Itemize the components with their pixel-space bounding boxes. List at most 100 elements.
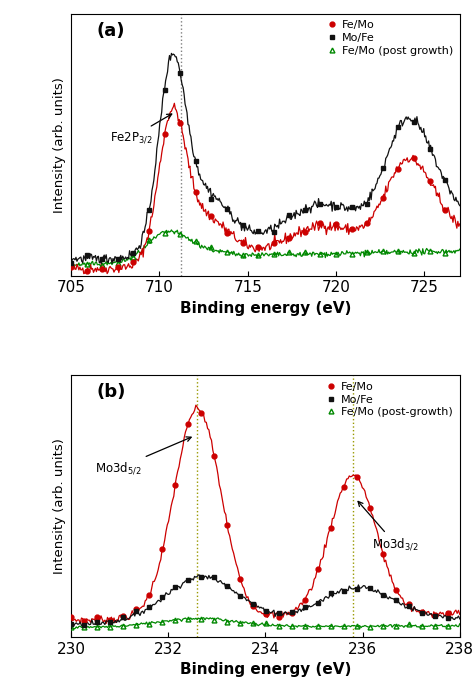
Mo/Fe	[193, 156, 199, 164]
Fe/Mo	[177, 119, 183, 127]
Fe/Mo (post-growth)	[432, 622, 438, 630]
Line: Fe/Mo: Fe/Mo	[69, 410, 450, 623]
Fe/Mo (post growth)	[100, 261, 105, 269]
Fe/Mo	[146, 227, 152, 235]
Fe/Mo	[224, 521, 230, 529]
Mo/Fe	[328, 589, 334, 597]
Fe/Mo (post growth)	[318, 250, 323, 258]
Fe/Mo	[240, 239, 246, 247]
Mo/Fe	[250, 600, 256, 608]
Fe/Mo	[133, 605, 139, 613]
Mo/Fe	[68, 258, 74, 266]
Legend: Fe/Mo, Mo/Fe, Fe/Mo (post-growth): Fe/Mo, Mo/Fe, Fe/Mo (post-growth)	[324, 381, 454, 419]
Fe/Mo	[159, 545, 165, 553]
Fe/Mo	[289, 609, 295, 617]
Fe/Mo (post-growth)	[94, 623, 100, 631]
Fe/Mo (post-growth)	[211, 615, 217, 623]
Fe/Mo	[68, 263, 74, 271]
Fe/Mo	[211, 452, 217, 460]
Mo/Fe	[411, 118, 417, 126]
Fe/Mo (post-growth)	[81, 623, 87, 631]
Fe/Mo	[84, 267, 90, 275]
Fe/Mo	[198, 409, 204, 417]
Mo/Fe	[341, 586, 347, 595]
Fe/Mo (post growth)	[333, 249, 339, 258]
Fe/Mo (post growth)	[209, 242, 214, 251]
Fe/Mo	[131, 258, 137, 266]
Fe/Mo	[172, 481, 178, 489]
Mo/Fe	[442, 176, 448, 184]
Fe/Mo	[367, 504, 373, 512]
Fe/Mo (post-growth)	[185, 615, 191, 623]
Mo/Fe	[315, 599, 321, 607]
Fe/Mo	[193, 188, 199, 196]
X-axis label: Binding energy (eV): Binding energy (eV)	[180, 662, 351, 677]
Fe/Mo (post growth)	[177, 230, 183, 238]
Y-axis label: Intensity (arb. units): Intensity (arb. units)	[53, 77, 65, 212]
Fe/Mo (post-growth)	[445, 622, 451, 630]
Mo/Fe	[224, 582, 230, 590]
Mo/Fe	[115, 255, 121, 263]
Fe/Mo	[81, 616, 87, 625]
Fe/Mo	[68, 613, 74, 621]
Fe/Mo (post growth)	[271, 249, 276, 258]
Mo/Fe	[354, 584, 360, 593]
Mo/Fe	[100, 256, 105, 264]
Fe/Mo	[302, 227, 308, 236]
Fe/Mo (post-growth)	[341, 622, 347, 630]
Fe/Mo	[354, 473, 360, 481]
Fe/Mo (post-growth)	[393, 622, 399, 630]
Fe/Mo (post growth)	[68, 260, 74, 268]
Mo/Fe	[318, 200, 323, 208]
Fe/Mo (post growth)	[193, 237, 199, 245]
Text: Mo3d$_{5/2}$: Mo3d$_{5/2}$	[95, 437, 191, 476]
Fe/Mo (post-growth)	[354, 622, 360, 630]
Mo/Fe	[271, 228, 276, 236]
Text: (b): (b)	[96, 383, 126, 401]
Mo/Fe	[406, 602, 412, 610]
Mo/Fe	[255, 227, 261, 236]
Mo/Fe	[84, 251, 90, 259]
Fe/Mo (post growth)	[349, 249, 355, 258]
Mo/Fe	[177, 69, 183, 77]
Fe/Mo (post growth)	[365, 247, 370, 256]
Fe/Mo (post growth)	[255, 251, 261, 260]
Fe/Mo (post-growth)	[146, 620, 152, 628]
Fe/Mo	[271, 239, 276, 247]
Mo/Fe	[445, 614, 451, 622]
Fe/Mo	[286, 234, 292, 242]
Fe/Mo (post-growth)	[380, 621, 386, 630]
Fe/Mo (post-growth)	[198, 614, 204, 623]
Fe/Mo	[442, 206, 448, 214]
Fe/Mo	[341, 483, 347, 491]
Fe/Mo	[162, 129, 167, 138]
Mo/Fe	[302, 603, 308, 611]
Fe/Mo	[445, 608, 451, 616]
Mo/Fe	[131, 249, 137, 258]
Fe/Mo	[419, 608, 425, 616]
Fe/Mo	[263, 610, 269, 618]
Fe/Mo	[120, 612, 126, 621]
Fe/Mo	[107, 616, 113, 625]
Mo/Fe	[68, 620, 74, 628]
Fe/Mo (post-growth)	[367, 623, 373, 631]
Fe/Mo	[328, 524, 334, 532]
Fe/Mo	[224, 229, 230, 237]
Mo/Fe	[396, 123, 401, 132]
Fe/Mo	[94, 612, 100, 621]
Fe/Mo (post-growth)	[237, 619, 243, 627]
Mo/Fe	[393, 596, 399, 604]
Fe/Mo (post growth)	[380, 247, 386, 256]
Mo/Fe	[159, 593, 165, 601]
Fe/Mo (post-growth)	[328, 622, 334, 630]
Legend: Fe/Mo, Mo/Fe, Fe/Mo (post growth): Fe/Mo, Mo/Fe, Fe/Mo (post growth)	[324, 19, 454, 57]
Mo/Fe	[349, 203, 355, 211]
Text: Mo3d$_{3/2}$: Mo3d$_{3/2}$	[358, 501, 419, 552]
Mo/Fe	[380, 164, 386, 172]
Fe/Mo	[396, 164, 401, 173]
Fe/Mo (post-growth)	[406, 621, 412, 629]
Fe/Mo	[432, 610, 438, 619]
Fe/Mo	[333, 220, 339, 228]
Fe/Mo (post-growth)	[419, 622, 425, 630]
Fe/Mo	[146, 590, 152, 599]
